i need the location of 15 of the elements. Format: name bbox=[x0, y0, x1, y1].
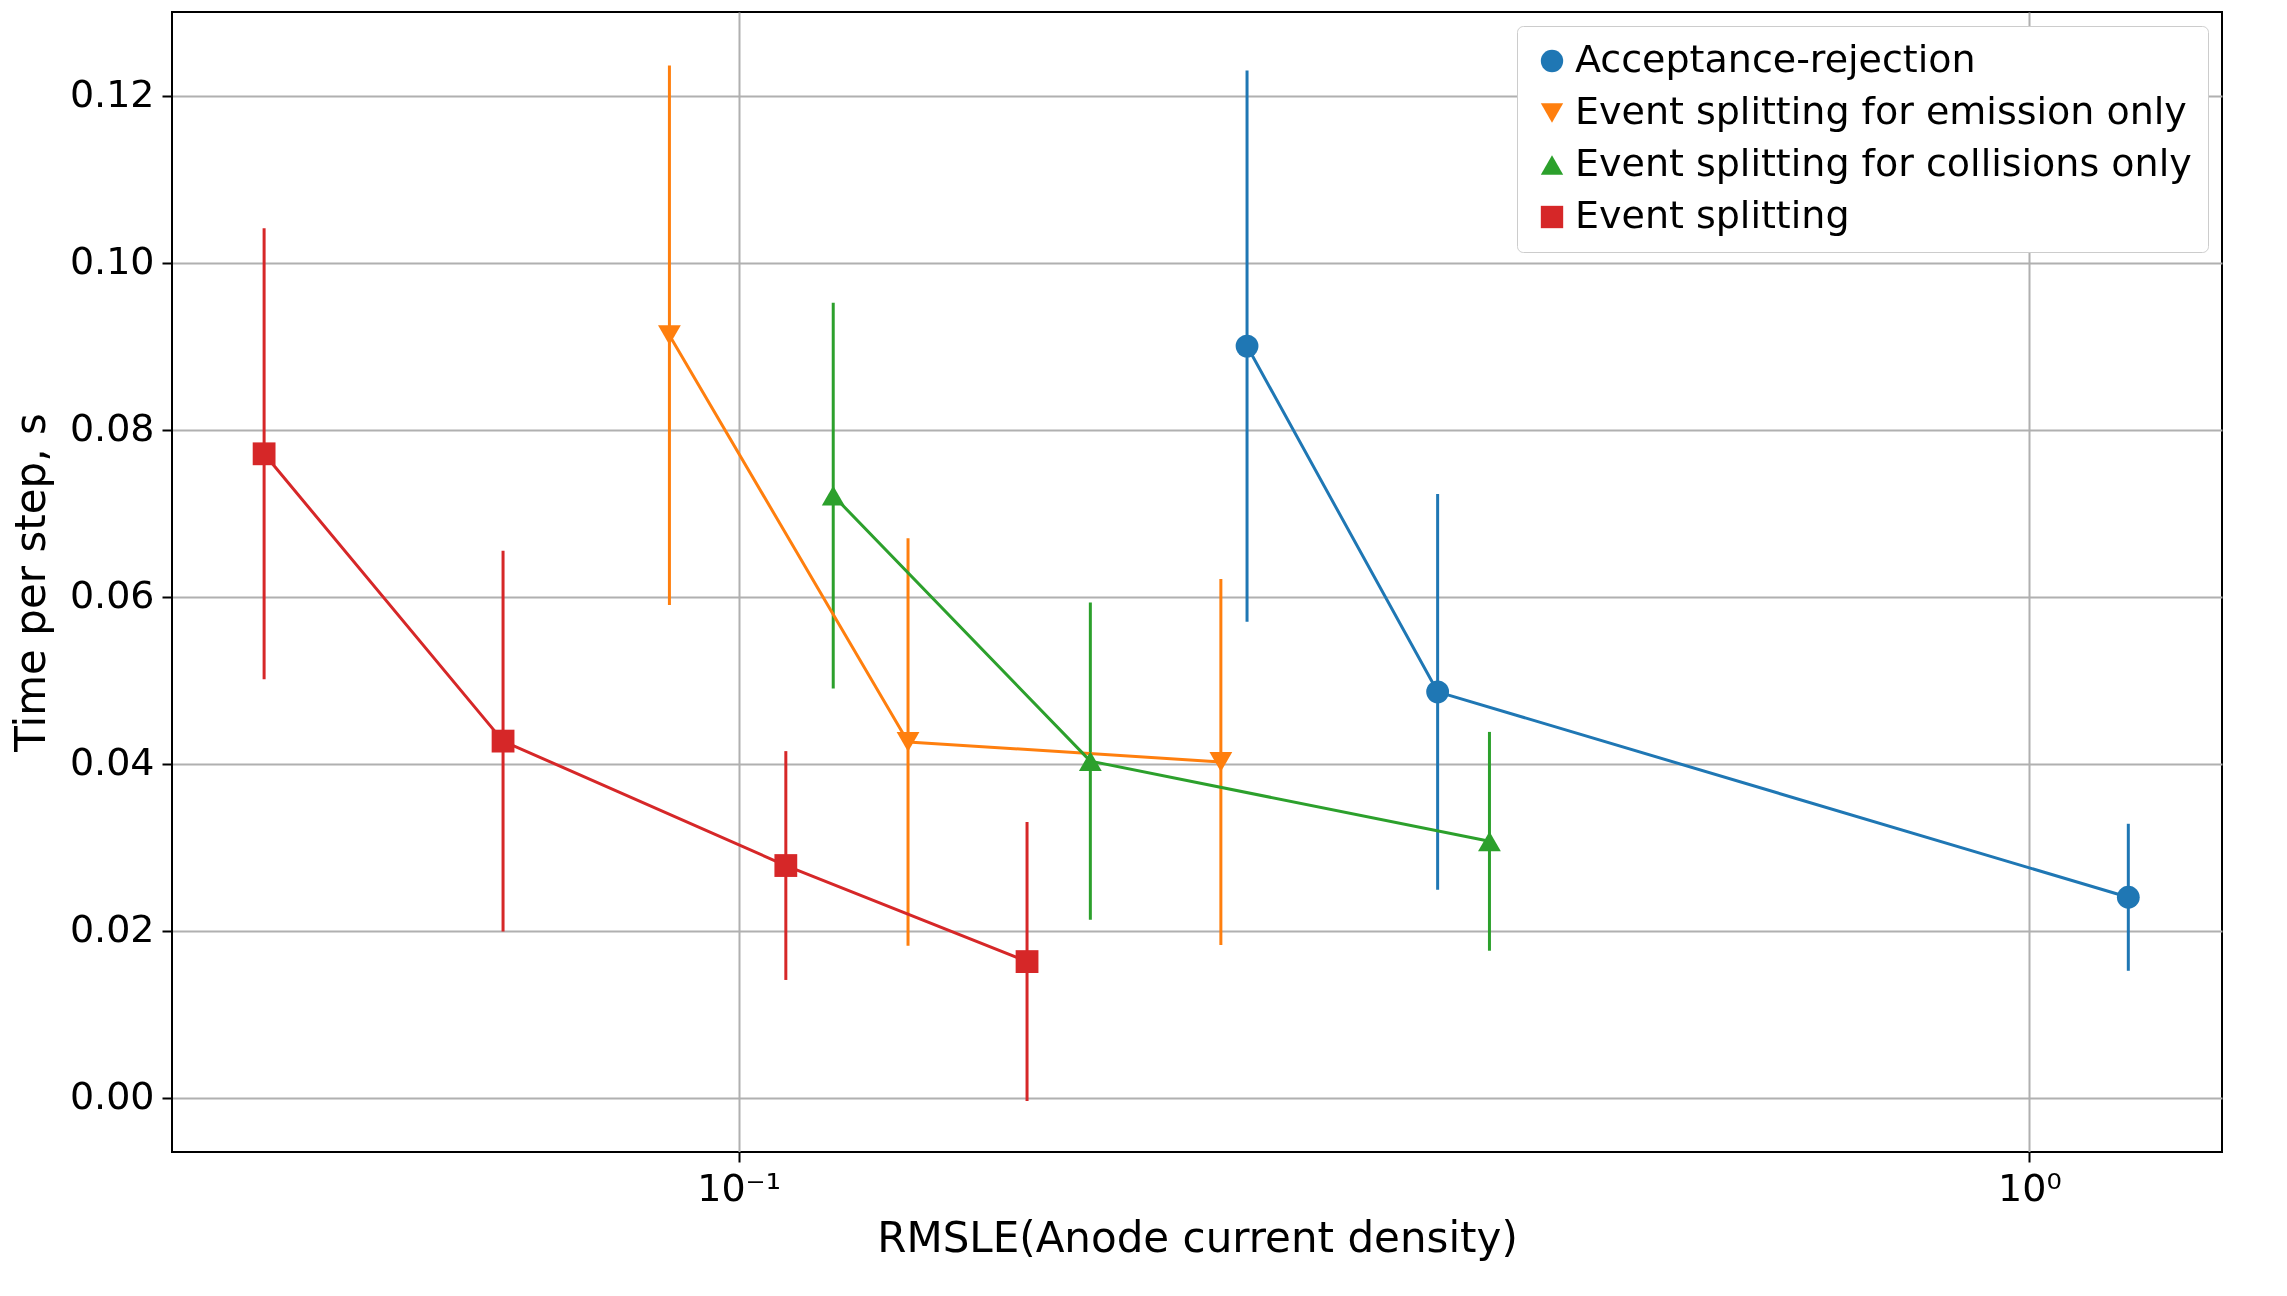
y-tick-label: 0.04 bbox=[69, 740, 155, 785]
legend-label: Event splitting for emission only bbox=[1575, 89, 2187, 133]
x-tick-label: 10⁻¹ bbox=[697, 1165, 781, 1210]
y-tick-label: 0.08 bbox=[69, 406, 155, 451]
y-axis-title: Time per step, s bbox=[5, 413, 55, 753]
y-tick-label: 0.00 bbox=[69, 1074, 155, 1119]
legend-label: Event splitting bbox=[1575, 193, 1850, 237]
x-axis-title: RMSLE(Anode current density) bbox=[877, 1212, 1518, 1262]
y-tick-label: 0.10 bbox=[69, 239, 155, 284]
legend-label: Acceptance-rejection bbox=[1575, 37, 1976, 81]
y-tick-label: 0.06 bbox=[69, 573, 155, 618]
y-tick-label: 0.12 bbox=[69, 72, 155, 117]
legend-label: Event splitting for collisions only bbox=[1575, 141, 2192, 185]
x-tick-label: 10⁰ bbox=[1998, 1165, 2062, 1210]
y-tick-label: 0.02 bbox=[69, 907, 155, 952]
